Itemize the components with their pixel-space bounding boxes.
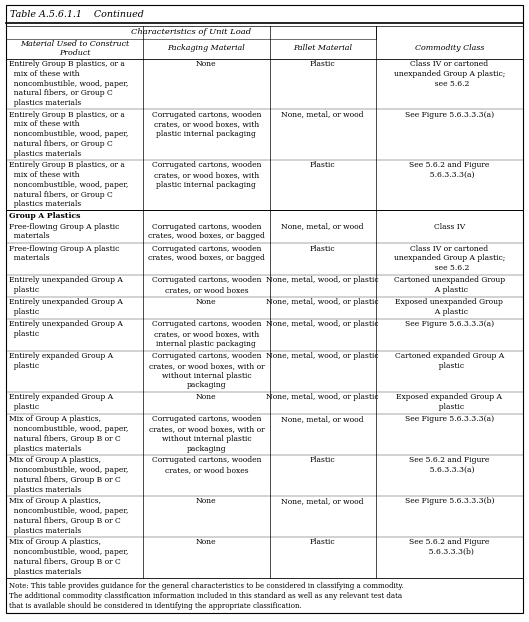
Text: Entirely unexpanded Group A
  plastic: Entirely unexpanded Group A plastic [9,276,123,294]
Text: Corrugated cartons, wooden
crates, wood boxes, or bagged: Corrugated cartons, wooden crates, wood … [148,244,265,262]
Text: Entirely unexpanded Group A
  plastic: Entirely unexpanded Group A plastic [9,320,123,338]
Text: None: None [196,60,217,68]
Text: Entirely unexpanded Group A
  plastic: Entirely unexpanded Group A plastic [9,299,123,316]
Text: Corrugated cartons, wooden
crates, wood boxes, or bagged: Corrugated cartons, wooden crates, wood … [148,223,265,240]
Text: None, metal, wood, or plastic: None, metal, wood, or plastic [266,299,379,307]
Text: Entirely expanded Group A
  plastic: Entirely expanded Group A plastic [9,393,113,411]
Text: None, metal, or wood: None, metal, or wood [281,223,364,231]
Text: Group A Plastics: Group A Plastics [9,211,80,220]
Text: Packaging Material: Packaging Material [168,45,245,52]
Text: None, metal, wood, or plastic: None, metal, wood, or plastic [266,352,379,360]
Text: Characteristics of Unit Load: Characteristics of Unit Load [131,28,251,36]
Text: Mix of Group A plastics,
  noncombustible, wood, paper,
  natural fibers, Group : Mix of Group A plastics, noncombustible,… [9,415,129,453]
Text: Corrugated cartons, wooden
crates, or wood boxes, with
plastic internal packagin: Corrugated cartons, wooden crates, or wo… [152,161,261,188]
Text: None, metal, wood, or plastic: None, metal, wood, or plastic [266,320,379,328]
Text: Exposed expanded Group A
  plastic: Exposed expanded Group A plastic [396,393,503,411]
Text: None, metal, or wood: None, metal, or wood [281,415,364,423]
Text: None: None [196,299,217,307]
Text: See 5.6.2 and Figure
  5.6.3.3.3(b): See 5.6.2 and Figure 5.6.3.3.3(b) [409,539,489,556]
Text: Entirely Group B plastics, or a
  mix of these with
  noncombustible, wood, pape: Entirely Group B plastics, or a mix of t… [9,161,129,208]
Text: Cartoned unexpanded Group
  A plastic: Cartoned unexpanded Group A plastic [394,276,505,294]
Text: Plastic: Plastic [310,161,335,169]
Text: Free-flowing Group A plastic
  materials: Free-flowing Group A plastic materials [9,223,120,240]
Text: Cartoned expanded Group A
  plastic: Cartoned expanded Group A plastic [395,352,504,370]
Text: None: None [196,539,217,547]
Text: Entirely Group B plastics, or a
  mix of these with
  noncombustible, wood, pape: Entirely Group B plastics, or a mix of t… [9,111,129,158]
Text: Class IV or cartoned
unexpanded Group A plastic;
  see 5.6.2: Class IV or cartoned unexpanded Group A … [394,60,505,88]
Text: Corrugated cartons, wooden
crates, or wood boxes, with or
without internal plast: Corrugated cartons, wooden crates, or wo… [149,415,264,453]
Text: Corrugated cartons, wooden
crates, or wood boxes: Corrugated cartons, wooden crates, or wo… [152,276,261,294]
Text: See 5.6.2 and Figure
  5.6.3.3.3(a): See 5.6.2 and Figure 5.6.3.3.3(a) [409,457,489,474]
Text: Plastic: Plastic [310,539,335,547]
Text: Corrugated cartons, wooden
crates, or wood boxes: Corrugated cartons, wooden crates, or wo… [152,457,261,474]
Text: Pallet Material: Pallet Material [293,45,352,52]
Text: Free-flowing Group A plastic
  materials: Free-flowing Group A plastic materials [9,244,120,262]
Text: Corrugated cartons, wooden
crates, or wood boxes, with or
without internal plast: Corrugated cartons, wooden crates, or wo… [149,352,264,389]
Text: Corrugated cartons, wooden
crates, or wood boxes, with
internal plastic packagin: Corrugated cartons, wooden crates, or wo… [152,320,261,348]
Text: See Figure 5.6.3.3.3(a): See Figure 5.6.3.3.3(a) [405,415,494,423]
Text: Plastic: Plastic [310,60,335,68]
Text: Note: This table provides guidance for the general characteristics to be conside: Note: This table provides guidance for t… [9,582,404,610]
Text: Corrugated cartons, wooden
crates, or wood boxes, with
plastic internal packagin: Corrugated cartons, wooden crates, or wo… [152,111,261,138]
Text: None: None [196,393,217,401]
Text: See Figure 5.6.3.3.3(a): See Figure 5.6.3.3.3(a) [405,111,494,119]
Text: See 5.6.2 and Figure
  5.6.3.3.3(a): See 5.6.2 and Figure 5.6.3.3.3(a) [409,161,489,179]
Text: Commodity Class: Commodity Class [415,45,484,52]
Text: None, metal, wood, or plastic: None, metal, wood, or plastic [266,393,379,401]
Text: Mix of Group A plastics,
  noncombustible, wood, paper,
  natural fibers, Group : Mix of Group A plastics, noncombustible,… [9,498,129,535]
Text: Exposed unexpanded Group
  A plastic: Exposed unexpanded Group A plastic [395,299,503,316]
Text: Table A.5.6.1.1    Continued: Table A.5.6.1.1 Continued [10,11,144,19]
Text: Entirely expanded Group A
  plastic: Entirely expanded Group A plastic [9,352,113,370]
Text: Plastic: Plastic [310,244,335,253]
Text: Class IV or cartoned
unexpanded Group A plastic;
  see 5.6.2: Class IV or cartoned unexpanded Group A … [394,244,505,272]
Text: None, metal, or wood: None, metal, or wood [281,111,364,119]
Text: See Figure 5.6.3.3.3(b): See Figure 5.6.3.3.3(b) [405,498,494,505]
Text: None: None [196,498,217,505]
Text: None, metal, or wood: None, metal, or wood [281,498,364,505]
Text: Entirely Group B plastics, or a
  mix of these with
  noncombustible, wood, pape: Entirely Group B plastics, or a mix of t… [9,60,129,107]
Text: See Figure 5.6.3.3.3(a): See Figure 5.6.3.3.3(a) [405,320,494,328]
Text: Class IV: Class IV [434,223,465,231]
Text: None, metal, wood, or plastic: None, metal, wood, or plastic [266,276,379,284]
Text: Material Used to Construct
Product: Material Used to Construct Product [20,40,129,57]
Text: Mix of Group A plastics,
  noncombustible, wood, paper,
  natural fibers, Group : Mix of Group A plastics, noncombustible,… [9,539,129,576]
Text: Mix of Group A plastics,
  noncombustible, wood, paper,
  natural fibers, Group : Mix of Group A plastics, noncombustible,… [9,457,129,494]
Text: Plastic: Plastic [310,457,335,464]
